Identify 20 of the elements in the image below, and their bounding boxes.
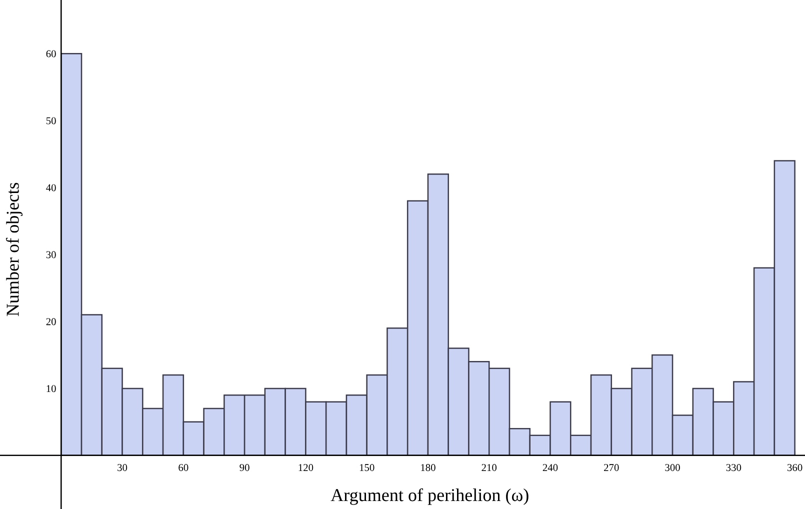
y-tick-label: 60 bbox=[46, 50, 56, 58]
x-tick-label: 360 bbox=[787, 464, 802, 472]
x-tick-label: 240 bbox=[542, 464, 558, 472]
y-tick-label: 10 bbox=[46, 385, 56, 392]
x-tick-label: 150 bbox=[360, 464, 374, 472]
x-tick-label: 120 bbox=[298, 464, 314, 472]
y-tick-label: 40 bbox=[46, 184, 56, 192]
x-tick-label: 60 bbox=[178, 464, 188, 472]
x-axis-title: Argument of perihelion (ω) bbox=[330, 488, 528, 505]
y-tick-label: 30 bbox=[46, 251, 56, 258]
x-tick-label: 210 bbox=[482, 464, 497, 472]
x-tick-label: 180 bbox=[421, 464, 436, 472]
y-axis-title: Number of objects bbox=[6, 182, 23, 316]
y-tick-label: 20 bbox=[46, 318, 56, 326]
x-tick-label: 30 bbox=[118, 464, 128, 472]
x-tick-label: 90 bbox=[240, 464, 250, 472]
x-tick-label: 330 bbox=[726, 464, 742, 472]
x-tick-label: 270 bbox=[604, 464, 619, 472]
y-tick-label: 50 bbox=[46, 117, 56, 124]
x-tick-label: 300 bbox=[665, 464, 680, 472]
